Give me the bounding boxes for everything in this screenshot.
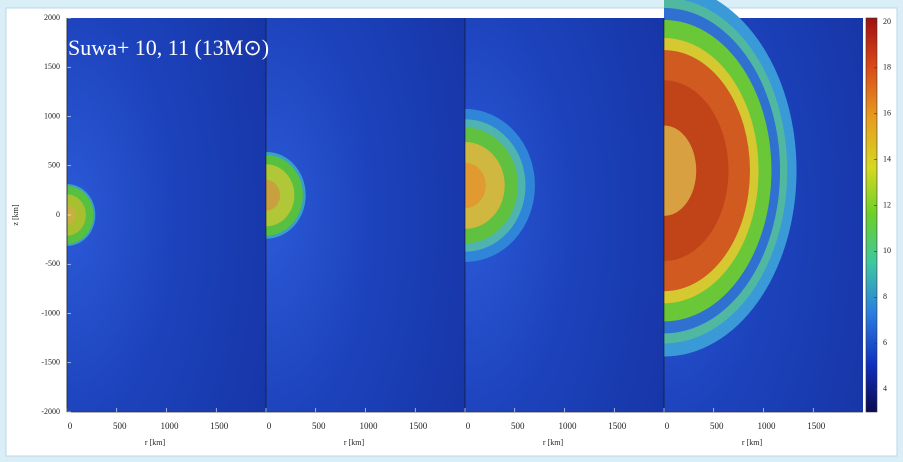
colorbar-tick-label: 12 (883, 200, 891, 209)
x-tick-label: 1000 (161, 421, 180, 431)
x-tick-label: 500 (511, 421, 525, 431)
x-axis-label: r [km] (742, 438, 763, 447)
colorbar-tick-label: 6 (883, 338, 887, 347)
y-tick-label: -2000 (41, 407, 60, 416)
colorbar-tick-label: 16 (883, 109, 891, 118)
colorbar-tick-label: 4 (883, 384, 887, 393)
heatmap-background (67, 18, 266, 412)
x-tick-label: 500 (710, 421, 724, 431)
y-tick-label: -500 (45, 259, 60, 268)
colorbar-tick-label: 18 (883, 63, 891, 72)
colorbar (865, 17, 878, 413)
y-tick-label: 0 (56, 210, 60, 219)
x-tick-label: 0 (267, 421, 272, 431)
y-axis-label: z [km] (11, 204, 20, 225)
x-tick-label: 1500 (210, 421, 229, 431)
y-tick-label: 500 (48, 161, 60, 170)
shock-region (67, 205, 76, 225)
colorbar-tick-label: 10 (883, 246, 891, 255)
y-tick-label: 1500 (44, 62, 60, 71)
figure-title: Suwa+ 10, 11 (13M⊙) (68, 35, 269, 60)
shock-region (664, 125, 697, 216)
x-axis-label: r [km] (344, 438, 365, 447)
y-tick-label: 1000 (44, 111, 60, 120)
y-tick-label: 2000 (44, 13, 60, 22)
y-tick-label: -1000 (41, 308, 60, 317)
x-tick-label: 500 (312, 421, 326, 431)
y-tick-label: -1500 (41, 358, 60, 367)
colorbar-tick-label: 20 (883, 17, 891, 26)
x-tick-label: 1500 (409, 421, 428, 431)
x-tick-label: 1000 (559, 421, 578, 431)
colorbar-tick-label: 8 (883, 292, 887, 301)
x-tick-label: 500 (113, 421, 127, 431)
x-axis-label: r [km] (543, 438, 564, 447)
x-tick-label: 1000 (758, 421, 777, 431)
x-tick-label: 1000 (360, 421, 379, 431)
colorbar-tick-label: 14 (883, 154, 891, 163)
x-axis-label: r [km] (145, 438, 166, 447)
shock-region (67, 194, 86, 236)
shock-region (266, 179, 281, 211)
x-tick-label: 0 (68, 421, 73, 431)
x-tick-label: 0 (466, 421, 471, 431)
x-tick-label: 1500 (608, 421, 627, 431)
x-tick-label: 0 (665, 421, 670, 431)
shock-region (465, 162, 486, 209)
x-tick-label: 1500 (807, 421, 826, 431)
